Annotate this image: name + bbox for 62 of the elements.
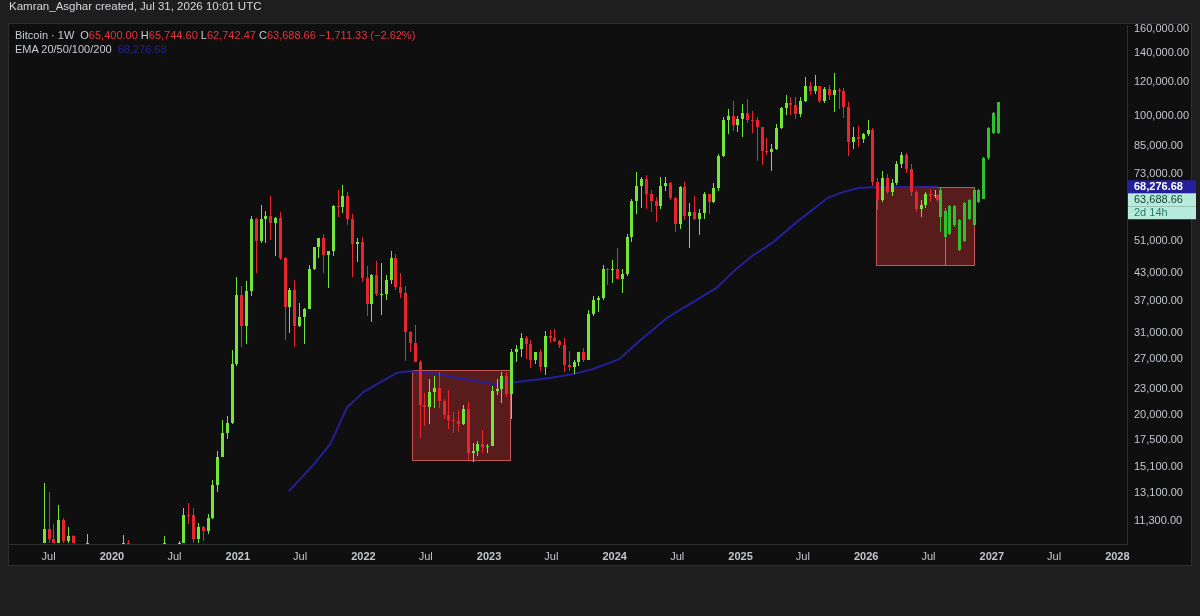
x-tick-label: Jul xyxy=(670,549,685,562)
candlestick xyxy=(122,535,125,544)
annotation: 68,276.68 xyxy=(117,43,167,55)
x-tick-label: Jul xyxy=(167,549,182,562)
x-tick-label: 2021 xyxy=(225,549,251,562)
x-tick-label: Jul xyxy=(1047,549,1062,562)
x-tick-label: 2028 xyxy=(1105,549,1130,562)
y-tick-label: 73,000.00 xyxy=(1134,167,1183,180)
x-tick-label: Jul xyxy=(544,549,559,562)
candlestick xyxy=(127,540,130,544)
x-tick-label: 2026 xyxy=(853,549,879,562)
candlestick xyxy=(423,393,426,426)
candlestick xyxy=(611,260,614,283)
x-tick-label: Jul xyxy=(41,549,56,562)
y-tick-label: 140,000.00 xyxy=(1134,46,1190,59)
candlestick xyxy=(264,211,267,243)
y-tick-label: 120,000.00 xyxy=(1134,74,1190,87)
y-tick-label: 37,000.00 xyxy=(1134,293,1183,306)
x-tick-label: Jul xyxy=(795,549,810,562)
candlestick xyxy=(751,111,754,133)
y-tick-label: 13,100.00 xyxy=(1134,486,1183,499)
x-tick-label: 2022 xyxy=(351,549,376,562)
x-tick-label: Jul xyxy=(921,549,936,562)
candlestick xyxy=(452,412,455,433)
candlestick xyxy=(688,203,691,248)
chart-subtitle: O65,400.00 H65,744.60 L62,742.47 C63,688.66 −1,711.33 (−2.62%) xyxy=(80,29,416,41)
candlestick xyxy=(337,190,340,217)
x-tick-label: Jul xyxy=(293,549,308,562)
y-tick-label: 85,000.00 xyxy=(1134,139,1183,152)
y-tick-label: 15,100.00 xyxy=(1134,460,1183,473)
candlestick xyxy=(568,351,571,371)
chart-title: Bitcoin · 1W xyxy=(15,29,75,41)
text: Kamran_Asghar created, Jul 31, 2026 10:01 UTC xyxy=(9,0,262,12)
candlestick xyxy=(86,534,89,544)
y-tick-label: 17,500.00 xyxy=(1134,432,1183,445)
x-tick-label: 2025 xyxy=(728,549,753,562)
text: 63,688.66 xyxy=(1134,193,1183,206)
y-tick-label: 51,000.00 xyxy=(1134,233,1183,246)
text: 68,276.68 xyxy=(1134,180,1183,193)
y-tick-label: 31,000.00 xyxy=(1134,326,1183,339)
candlestick xyxy=(380,263,383,315)
x-tick-label: 2027 xyxy=(979,549,1005,562)
x-tick-label: Jul xyxy=(418,549,433,562)
y-tick-label: 23,000.00 xyxy=(1134,381,1183,394)
candlestick xyxy=(857,126,860,147)
candlestick xyxy=(187,503,190,524)
candlestick xyxy=(838,88,841,109)
candlestick xyxy=(765,138,768,155)
candlestick xyxy=(356,238,359,262)
x-tick-label: 2024 xyxy=(602,549,628,562)
text: EMA 20/50/100/200 xyxy=(15,43,112,55)
candlestick xyxy=(606,268,609,285)
y-tick-label: 100,000.00 xyxy=(1134,108,1190,121)
x-tick-label: 2020 xyxy=(99,549,125,562)
y-tick-label: 20,000.00 xyxy=(1134,407,1183,420)
text: 2d 14h xyxy=(1134,206,1168,219)
x-tick-label: 2023 xyxy=(476,549,502,562)
candlestick xyxy=(163,536,166,544)
y-tick-label: 27,000.00 xyxy=(1134,352,1183,365)
y-tick-label: 43,000.00 xyxy=(1134,265,1183,278)
y-tick-label: 11,300.00 xyxy=(1134,513,1183,526)
y-tick-label: 160,000.00 xyxy=(1134,21,1190,34)
